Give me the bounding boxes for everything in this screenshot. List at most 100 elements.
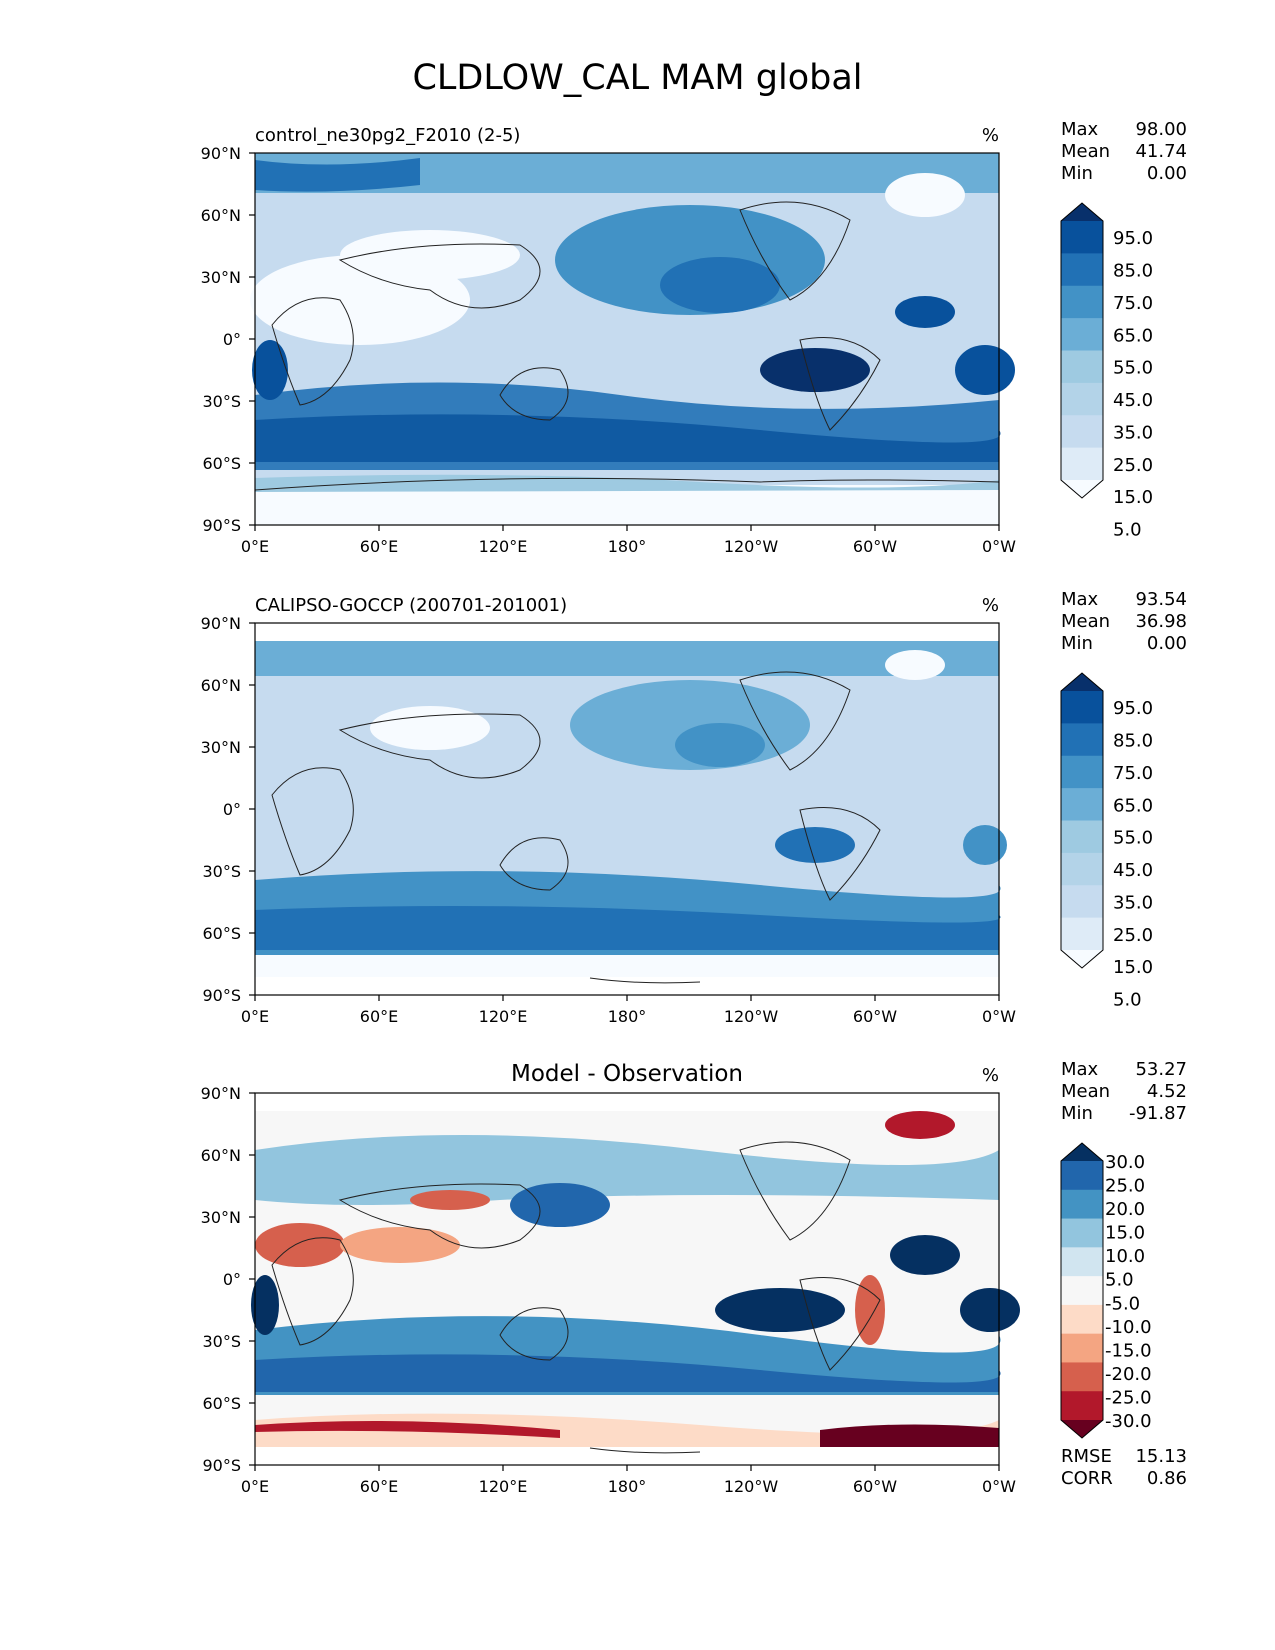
map-field	[251, 1093, 1020, 1465]
arctic-dark-patch	[255, 158, 420, 192]
panel-title: CALIPSO-GOCCP (200701-201001)	[255, 595, 567, 616]
rmse-label: RMSE	[1061, 1446, 1112, 1467]
colorbar: 30.0 25.020.0 15.010.0 5.0-5.0 -10.0-15.0 -20…	[1060, 1142, 1152, 1439]
colorbar-outline	[1060, 672, 1104, 969]
coast-australia	[499, 1307, 569, 1361]
colorbar-band	[1061, 1247, 1103, 1277]
colorbar-tick-label: 25.0	[1113, 925, 1153, 946]
colorbar-tick-label: 25.0	[1105, 1176, 1145, 1197]
x-tick-label: 60°W	[853, 1477, 897, 1496]
colorbar-tick-label: 5.0	[1113, 990, 1142, 1011]
west-edge-stratocumulus	[252, 340, 288, 400]
x-tick-label: 120°W	[724, 537, 779, 556]
x-axis: 0°E 60°E 120°E 180° 120°W 60°W 0°W	[241, 525, 1016, 556]
panel-units: %	[982, 595, 999, 616]
coast-south-america	[799, 1277, 881, 1371]
colorbar-tick-label: 75.0	[1113, 293, 1153, 314]
x-tick-label: 60°W	[853, 1007, 897, 1026]
colorbar-tick-label: 5.0	[1105, 1270, 1134, 1291]
stat-max-label: Max	[1061, 1059, 1099, 1080]
coast-eurasia	[338, 243, 541, 309]
colorbar-tick-label: 10.0	[1105, 1246, 1145, 1267]
coast-antarctica	[589, 1447, 701, 1454]
y-tick-label: 90°S	[202, 516, 241, 535]
y-tick-label: 0°	[223, 330, 241, 349]
x-axis: 0°E 60°E 120°E 180° 120°W 60°W 0°W	[241, 995, 1016, 1026]
northern-midlat-band	[255, 1135, 999, 1205]
x-tick-label: 120°E	[479, 537, 528, 556]
colorbar-tick-label: -20.0	[1105, 1364, 1152, 1385]
stat-mean-value: 4.52	[1147, 1081, 1187, 1102]
stat-mean-value: 41.74	[1135, 141, 1187, 162]
colorbar-tick-label: 15.0	[1113, 957, 1153, 978]
canary-stratocumulus	[895, 296, 955, 328]
colorbar-extend-bottom	[1061, 1420, 1103, 1438]
kuroshio-blue	[510, 1183, 610, 1227]
colorbar-tick-label: 30.0	[1105, 1152, 1145, 1173]
colorbar-band	[1061, 318, 1103, 351]
colorbar-tick-label: 55.0	[1113, 828, 1153, 849]
panel-title: Model - Observation	[511, 1061, 743, 1087]
coast-africa	[271, 297, 354, 406]
colorbar-band	[1061, 1391, 1103, 1421]
southern-ocean-core	[255, 906, 1001, 950]
stat-max-value: 53.27	[1135, 1059, 1187, 1080]
y-tick-label: 30°N	[201, 268, 241, 287]
y-tick-label: 90°N	[201, 144, 241, 163]
colorbar-tick-label: 25.0	[1113, 455, 1153, 476]
y-tick-label: 60°S	[202, 454, 241, 473]
southern-ocean-core	[255, 414, 1001, 462]
stat-mean-label: Mean	[1061, 1081, 1110, 1102]
stat-max-label: Max	[1061, 589, 1099, 610]
x-tick-label: 180°	[608, 1007, 647, 1026]
coast-south-america	[799, 807, 881, 901]
colorbar-tick-label: -25.0	[1105, 1387, 1152, 1408]
colorbar-extend-top	[1061, 203, 1103, 221]
y-tick-label: 60°N	[201, 676, 241, 695]
antarctic-edge	[255, 955, 999, 977]
colorbar-band	[1061, 885, 1103, 919]
colorbar-band	[1061, 820, 1103, 854]
colorbar-extend-top	[1061, 673, 1103, 691]
figure-title: CLDLOW_CAL MAM global	[412, 58, 863, 98]
stat-min-value: 0.00	[1147, 163, 1187, 184]
stat-mean-label: Mean	[1061, 611, 1110, 632]
y-tick-label: 90°N	[201, 614, 241, 633]
peru-blue	[715, 1288, 845, 1332]
colorbar-band	[1061, 1276, 1103, 1306]
colorbar-band	[1061, 723, 1103, 757]
arctic-band	[255, 641, 999, 676]
x-tick-label: 0°E	[241, 537, 269, 556]
colorbar-tick-label: 45.0	[1113, 390, 1153, 411]
colorbar-tick-label: -10.0	[1105, 1317, 1152, 1338]
stat-min-value: -91.87	[1129, 1103, 1187, 1124]
coast-africa	[271, 767, 354, 876]
y-axis: 90°N 60°N 30°N 0° 30°S 60°S 90°S	[201, 614, 255, 1005]
y-tick-label: 30°S	[202, 1332, 241, 1351]
y-tick-label: 0°	[223, 800, 241, 819]
x-tick-label: 60°E	[360, 1477, 398, 1496]
x-tick-label: 60°E	[360, 1007, 398, 1026]
panel-units: %	[982, 1065, 999, 1086]
colorbar-extend-top	[1061, 1143, 1103, 1161]
stat-max-value: 93.54	[1135, 589, 1187, 610]
colorbar-band	[1061, 1189, 1103, 1220]
coast-eurasia	[338, 713, 541, 779]
colorbar-tick-label: 65.0	[1113, 795, 1153, 816]
asia-red	[410, 1190, 490, 1210]
stat-min-label: Min	[1061, 1103, 1093, 1124]
namibia-blue	[960, 1288, 1020, 1332]
peru-stratocumulus	[760, 348, 870, 392]
x-tick-label: 0°W	[982, 537, 1016, 556]
colorbar-band	[1061, 1304, 1103, 1335]
coastlines	[271, 1141, 881, 1454]
corr-label: CORR	[1061, 1468, 1113, 1489]
panel-units: %	[982, 125, 999, 146]
x-tick-label: 60°W	[853, 537, 897, 556]
stat-mean-value: 36.98	[1135, 611, 1187, 632]
coast-australia	[499, 837, 569, 891]
greenland-clear	[885, 650, 945, 680]
y-tick-label: 90°S	[202, 986, 241, 1005]
colorbar-outline	[1060, 202, 1104, 499]
